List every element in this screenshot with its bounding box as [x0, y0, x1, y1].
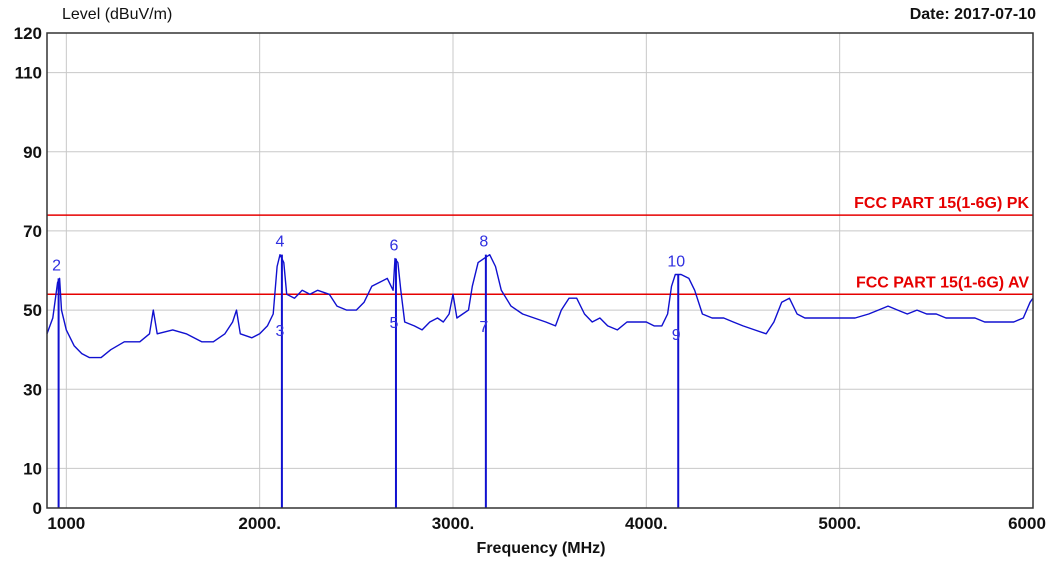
x-tick-label: 5000. [818, 514, 861, 533]
grid [47, 33, 1033, 508]
y-tick-label: 10 [23, 459, 42, 478]
limit-lines: FCC PART 15(1-6G) PK FCC PART 15(1-6G) AV [47, 195, 1033, 295]
marker-label: 7 [479, 319, 488, 336]
marker-label: 9 [672, 327, 681, 344]
marker-label: 4 [275, 234, 284, 251]
y-tick-label: 0 [33, 499, 42, 518]
peak-markers: 2 3 4 5 6 7 8 9 10 [52, 234, 685, 508]
x-tick-label: 1000 [47, 514, 85, 533]
y-tick-label: 50 [23, 301, 42, 320]
x-tick-label: 4000. [625, 514, 668, 533]
x-tick-label: 2000. [238, 514, 281, 533]
limit-line-label: FCC PART 15(1-6G) PK [854, 195, 1029, 212]
marker-label: 6 [390, 238, 399, 255]
y-tick-label: 110 [15, 64, 42, 83]
plot-frame [46, 32, 1034, 509]
y-tick-label: 90 [23, 143, 42, 162]
limit-line-label: FCC PART 15(1-6G) AV [856, 274, 1029, 291]
marker-label: 5 [390, 315, 399, 332]
marker-label: 2 [52, 257, 61, 274]
x-tick-label: 3000. [432, 514, 475, 533]
x-axis-label: Frequency (MHz) [476, 540, 606, 557]
y-tick-label: 70 [23, 222, 42, 241]
marker-label: 8 [479, 234, 488, 251]
marker-label: 3 [275, 323, 284, 340]
series [46, 253, 1034, 359]
series-line [46, 253, 1034, 359]
y-axis-label: Level (dBuV/m) [62, 6, 173, 23]
marker-label: 10 [667, 253, 685, 270]
x-tick-label: 6000 [1008, 514, 1046, 533]
date-label: Date: 2017-07-10 [909, 6, 1036, 23]
plot-area [47, 33, 1033, 508]
y-tick-label: 120 [14, 24, 42, 43]
axes: 0 10 30 50 70 90 110 120 1000 2000. 3000. 4000. 5000… [14, 24, 1046, 533]
y-tick-label: 30 [23, 380, 42, 399]
